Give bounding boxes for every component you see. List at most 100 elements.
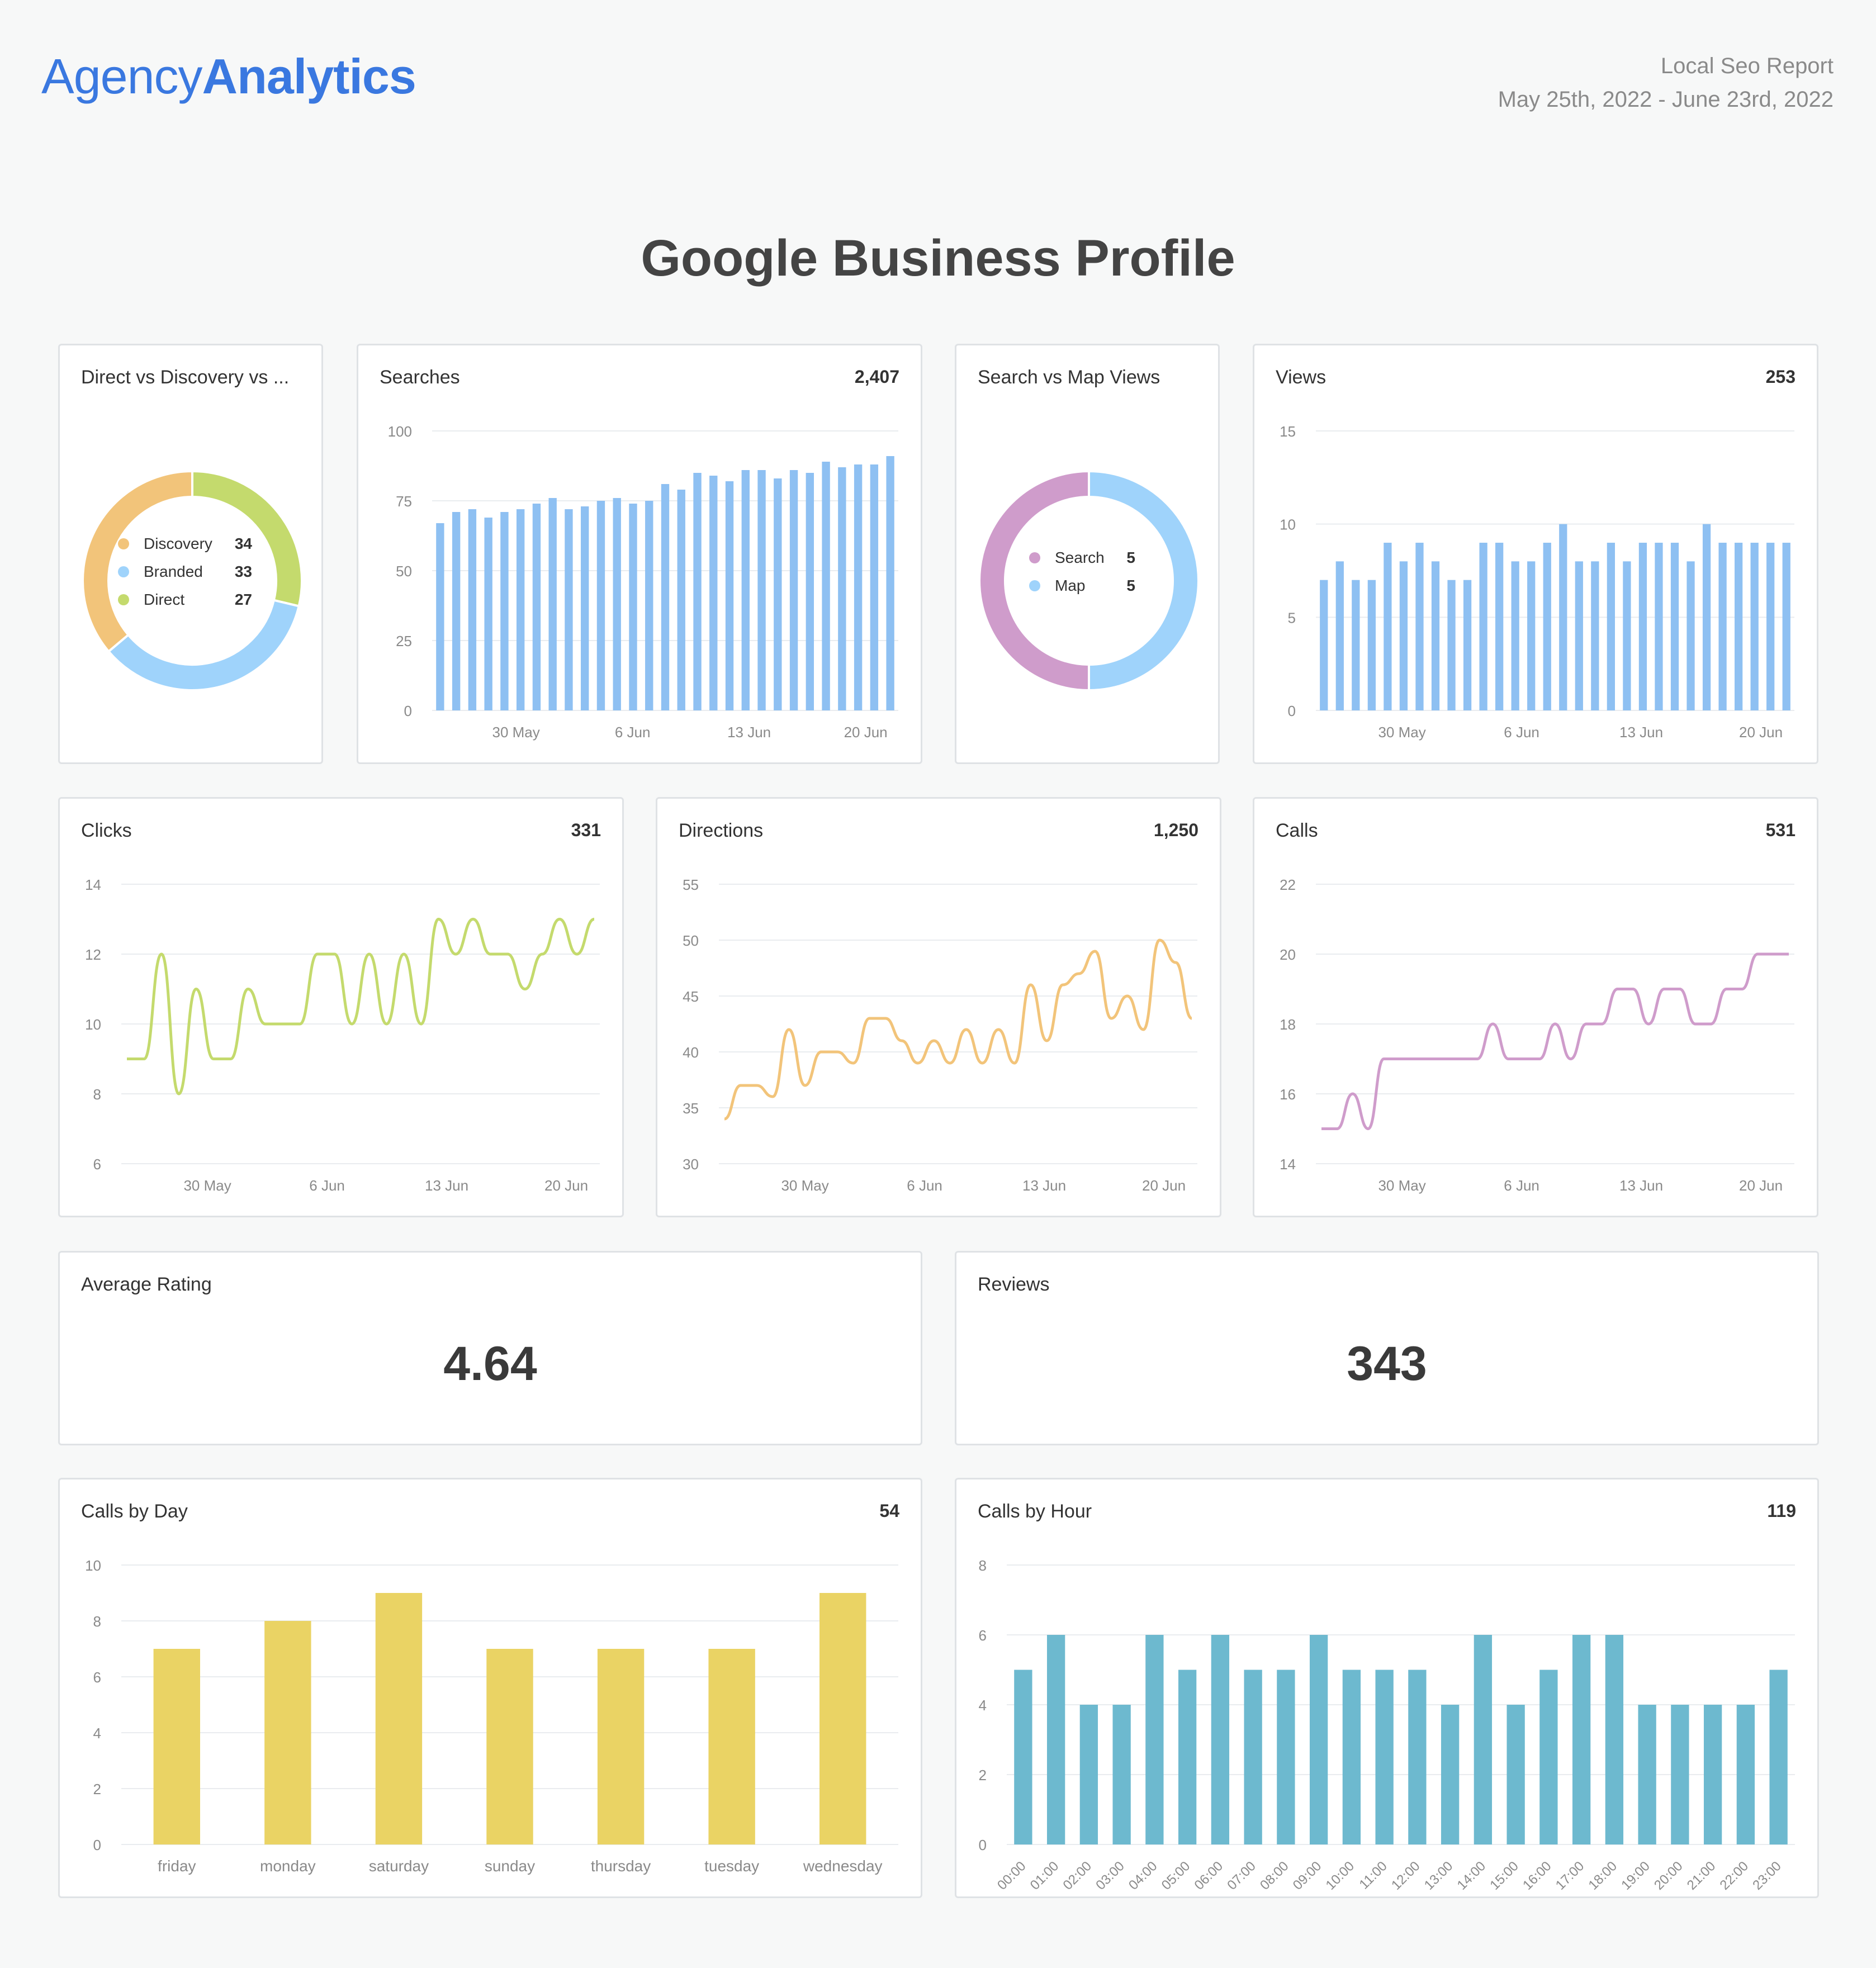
legend-value: 5 [1126, 577, 1135, 594]
x-tick-label: 30 May [183, 1177, 231, 1194]
x-tick-label: 20 Jun [844, 724, 888, 741]
directions-card: Directions 1,250 30 35 40 45 50 55 30 May 6 Jun… [656, 797, 1221, 1217]
bar [806, 473, 814, 710]
bar [1335, 561, 1344, 710]
x-tick-label: friday [158, 1857, 196, 1875]
legend-swatch [118, 538, 129, 549]
bar [1575, 561, 1583, 710]
legend-label: Search [1055, 549, 1105, 566]
bar [1367, 580, 1376, 710]
bar [1447, 580, 1456, 710]
x-tick-label: 6 Jun [309, 1177, 345, 1194]
bar [1638, 1705, 1656, 1844]
x-tick-label: 6 Jun [1504, 724, 1539, 741]
bar [1702, 524, 1711, 710]
bar [1736, 1705, 1755, 1844]
x-tick-label: 14:00 [1455, 1858, 1489, 1893]
bar [757, 470, 766, 710]
x-tick-label: saturday [369, 1857, 429, 1875]
y-tick-label: 10 [85, 1016, 101, 1033]
y-tick-label: 5 [1288, 609, 1296, 626]
brand-logo-part2: Analytics [202, 49, 416, 104]
reviews-value: 343 [1347, 1337, 1427, 1391]
bar [1244, 1670, 1262, 1844]
y-tick-label: 20 [1280, 946, 1296, 963]
bar [1607, 543, 1615, 710]
bar [819, 1593, 866, 1844]
legend-item: Discovery 34 [118, 530, 252, 558]
x-tick-label: thursday [591, 1857, 651, 1875]
card-title: Direct vs Discovery vs ... [81, 367, 290, 388]
legend-label: Map [1055, 577, 1086, 594]
bar [1415, 543, 1424, 710]
average-rating-card: Average Rating 4.64 [58, 1251, 922, 1445]
y-tick-label: 8 [93, 1613, 101, 1630]
chart-svg: 0 25 50 75 100 30 May 6 Jun 13 Jun 20 Jun [388, 423, 898, 741]
y-tick-label: 30 [683, 1156, 699, 1173]
bar [1178, 1670, 1197, 1844]
bar [548, 498, 557, 710]
x-tick-label: 04:00 [1126, 1858, 1160, 1893]
bar [1572, 1635, 1591, 1844]
pie-slice [978, 470, 1090, 692]
bar [436, 523, 444, 710]
y-tick-label: 100 [388, 423, 412, 440]
chart-svg: 6 8 10 12 14 30 May 6 Jun 13 Jun 20 Jun [85, 876, 600, 1194]
views-card: Views 253 0 5 10 15 30 May 6 Jun 13 Jun 20 Jun [1253, 344, 1818, 764]
x-tick-label: 23:00 [1750, 1858, 1784, 1893]
legend-swatch [1029, 580, 1040, 591]
bar [1431, 561, 1440, 710]
bar [484, 518, 492, 710]
card-title: Reviews [978, 1274, 1050, 1295]
x-tick-label: 20 Jun [1739, 724, 1783, 741]
legend-value: 27 [234, 591, 252, 608]
x-tick-label: 17:00 [1553, 1858, 1588, 1893]
x-tick-label: 19:00 [1618, 1858, 1653, 1893]
bar [870, 464, 879, 710]
bar [1750, 543, 1759, 710]
y-tick-label: 75 [396, 493, 412, 510]
card-title: Clicks [81, 820, 132, 841]
x-tick-label: 15:00 [1487, 1858, 1522, 1893]
x-tick-label: 16:00 [1520, 1858, 1555, 1893]
report-dates: May 25th, 2022 - June 23rd, 2022 [1498, 87, 1834, 112]
bar [1543, 543, 1551, 710]
y-tick-label: 15 [1280, 423, 1296, 440]
bar [516, 509, 525, 710]
bar [1277, 1670, 1295, 1844]
bar [581, 506, 589, 710]
y-tick-label: 10 [1280, 516, 1296, 533]
bar [1782, 543, 1790, 710]
card-title: Calls by Day [81, 1501, 188, 1522]
chart-svg [978, 470, 1200, 692]
x-tick-label: 07:00 [1224, 1858, 1259, 1893]
bar [1539, 1670, 1558, 1844]
x-tick-label: 30 May [781, 1177, 828, 1194]
bar [1408, 1670, 1427, 1844]
y-tick-label: 0 [93, 1837, 101, 1853]
bar [1638, 543, 1647, 710]
card-title: Searches [380, 367, 460, 388]
legend-swatch [1029, 552, 1040, 563]
legend-label: Branded [144, 563, 203, 580]
bar [1474, 1635, 1493, 1844]
bar [1441, 1705, 1460, 1844]
series-line [1321, 952, 1789, 1130]
average-rating-value: 4.64 [443, 1337, 537, 1391]
y-tick-label: 8 [979, 1557, 987, 1574]
bar [774, 478, 782, 710]
chart-svg: 14 16 18 20 22 30 May 6 Jun 13 Jun 20 Jun [1280, 876, 1794, 1194]
bar [1352, 580, 1360, 710]
x-tick-label: sunday [485, 1857, 535, 1875]
y-tick-label: 18 [1280, 1016, 1296, 1033]
bar [709, 476, 718, 710]
brand-logo: AgencyAnalytics [41, 48, 416, 105]
x-tick-label: 02:00 [1060, 1858, 1095, 1893]
bar [452, 512, 461, 710]
y-tick-label: 50 [396, 563, 412, 580]
reviews-card: Reviews 343 [955, 1251, 1819, 1445]
bar [741, 470, 750, 710]
bar [1766, 543, 1775, 710]
x-tick-label: 08:00 [1257, 1858, 1292, 1893]
bar [677, 490, 685, 710]
